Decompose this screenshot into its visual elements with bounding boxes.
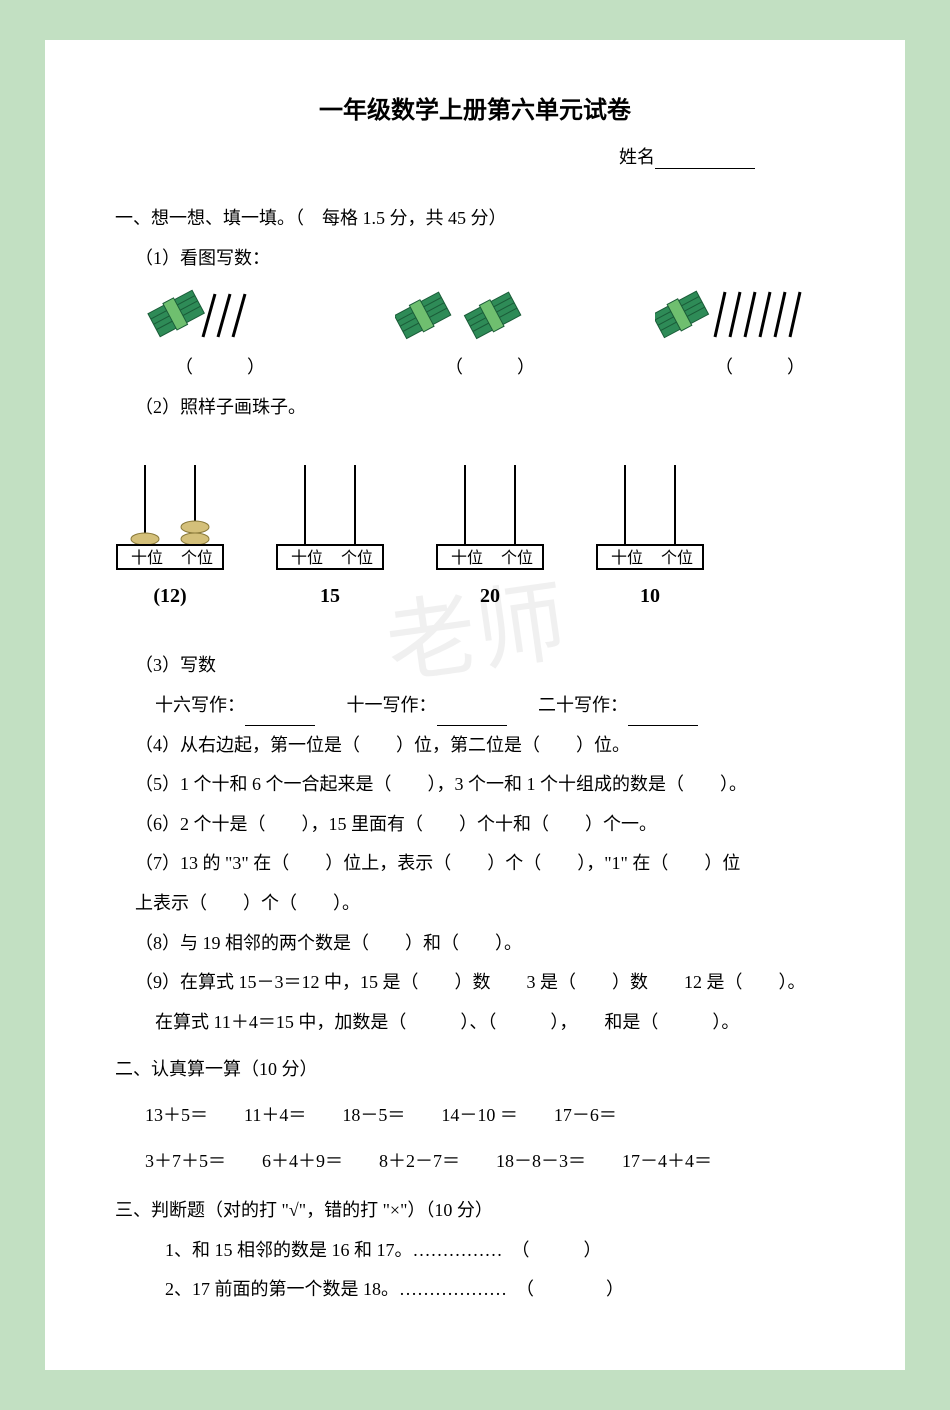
exam-page: 老师 一年级数学上册第六单元试卷 姓名 一、想一想、填一填。（ 每格 1.5 分… <box>45 40 905 1370</box>
pencil-bundle-icon <box>655 282 825 342</box>
abacus-3: 十位 个位 20 <box>435 457 545 618</box>
abacus-icon: 十位 个位 <box>115 457 225 572</box>
svg-text:十位: 十位 <box>451 549 483 567</box>
page-title: 一年级数学上册第六单元试卷 <box>115 90 835 125</box>
paren-row: （ ） （ ） （ ） <box>115 348 835 388</box>
answer-blank[interactable] <box>628 708 698 726</box>
calc-item[interactable]: 6＋4＋9＝ <box>262 1142 343 1182</box>
section3-head: 三、判断题（对的打 "√"，错的打 "×"）（10 分） <box>115 1191 835 1231</box>
name-row: 姓名 <box>115 143 835 169</box>
section2-head: 二、认真算一算（10 分） <box>115 1050 835 1090</box>
q3-row: 十六写作： 十一写作： 二十写作： <box>115 686 835 726</box>
pencil-row <box>115 282 835 342</box>
calc-item[interactable]: 11＋4＝ <box>244 1096 306 1136</box>
calc-item[interactable]: 17－6＝ <box>554 1096 617 1136</box>
svg-text:十位: 十位 <box>131 549 163 567</box>
q3-b: 十一写作： <box>347 695 437 715</box>
abacus-value: 15 <box>320 574 340 618</box>
q3-a: 十六写作： <box>155 695 245 715</box>
answer-blank[interactable] <box>437 708 507 726</box>
abacus-icon[interactable]: 十位 个位 <box>595 457 705 572</box>
svg-text:个位: 个位 <box>501 549 533 567</box>
pencil-group-2 <box>395 282 535 342</box>
abacus-value: (12) <box>153 574 186 618</box>
q7b: 上表示（ ）个（ ）。 <box>115 884 835 924</box>
q7: （7）13 的 "3" 在（ ）位上，表示（ ）个（ ），"1" 在（ ）位 <box>115 844 835 884</box>
q9a: （9）在算式 15－3＝12 中，15 是（ ）数 3 是（ ）数 12 是（ … <box>115 963 835 1003</box>
section-3: 三、判断题（对的打 "√"，错的打 "×"）（10 分） 1、和 15 相邻的数… <box>115 1191 835 1310</box>
svg-text:十位: 十位 <box>291 549 323 567</box>
abacus-1: 十位 个位 (12) <box>115 457 225 618</box>
answer-blank[interactable] <box>245 708 315 726</box>
q3-label: （3）写数 <box>115 646 835 686</box>
q9b: 在算式 11＋4＝15 中，加数是（ ）、（ ）， 和是（ ）。 <box>115 1003 835 1043</box>
abacus-icon[interactable]: 十位 个位 <box>275 457 385 572</box>
calc-item[interactable]: 14－10 ＝ <box>441 1096 518 1136</box>
abacus-icon[interactable]: 十位 个位 <box>435 457 545 572</box>
svg-text:十位: 十位 <box>611 549 643 567</box>
abacus-4: 十位 个位 10 <box>595 457 705 618</box>
svg-text:个位: 个位 <box>181 549 213 567</box>
abacus-value: 10 <box>640 574 660 618</box>
section-1: 一、想一想、填一填。（ 每格 1.5 分，共 45 分） （1）看图写数： <box>115 199 835 1042</box>
calc-item[interactable]: 18－8－3＝ <box>496 1142 586 1182</box>
section-2: 二、认真算一算（10 分） 13＋5＝ 11＋4＝ 18－5＝ 14－10 ＝ … <box>115 1050 835 1181</box>
svg-text:个位: 个位 <box>341 549 373 567</box>
q2-label: （2）照样子画珠子。 <box>115 388 835 428</box>
q6: （6）2 个十是（ ），15 里面有（ ）个十和（ ）个一。 <box>115 805 835 845</box>
judge-2: 2、17 前面的第一个数是 18。……………… （ ） <box>115 1270 835 1310</box>
answer-blank[interactable]: （ ） <box>715 348 805 388</box>
judge-1: 1、和 15 相邻的数是 16 和 17。…………… （ ） <box>115 1231 835 1271</box>
name-blank[interactable] <box>655 168 755 169</box>
calc-item[interactable]: 13＋5＝ <box>145 1096 208 1136</box>
q5: （5）1 个十和 6 个一合起来是（ ），3 个一和 1 个十组成的数是（ ）。 <box>115 765 835 805</box>
calc-item[interactable]: 3＋7＋5＝ <box>145 1142 226 1182</box>
abacus-2: 十位 个位 15 <box>275 457 385 618</box>
calc-item[interactable]: 8＋2－7＝ <box>379 1142 460 1182</box>
svg-text:个位: 个位 <box>661 549 693 567</box>
pencil-bundle-icon <box>145 282 275 342</box>
q3-c: 二十写作： <box>538 695 628 715</box>
answer-blank[interactable]: （ ） <box>175 348 265 388</box>
calc-item[interactable]: 17－4＋4＝ <box>622 1142 712 1182</box>
section1-head: 一、想一想、填一填。（ 每格 1.5 分，共 45 分） <box>115 199 835 239</box>
pencil-bundle-icon <box>395 282 535 342</box>
calc-row-2: 3＋7＋5＝ 6＋4＋9＝ 8＋2－7＝ 18－8－3＝ 17－4＋4＝ <box>115 1142 835 1182</box>
pencil-group-1 <box>145 282 275 342</box>
abacus-value: 20 <box>480 574 500 618</box>
pencil-group-3 <box>655 282 825 342</box>
calc-item[interactable]: 18－5＝ <box>342 1096 405 1136</box>
q4: （4）从右边起，第一位是（ ）位，第二位是（ ）位。 <box>115 726 835 766</box>
abacus-row: 十位 个位 (12) 十位 个位 15 <box>115 457 835 618</box>
calc-row-1: 13＋5＝ 11＋4＝ 18－5＝ 14－10 ＝ 17－6＝ <box>115 1096 835 1136</box>
name-label: 姓名 <box>619 147 655 167</box>
q8: （8）与 19 相邻的两个数是（ ）和（ ）。 <box>115 924 835 964</box>
q1-label: （1）看图写数： <box>115 239 835 279</box>
answer-blank[interactable]: （ ） <box>445 348 535 388</box>
